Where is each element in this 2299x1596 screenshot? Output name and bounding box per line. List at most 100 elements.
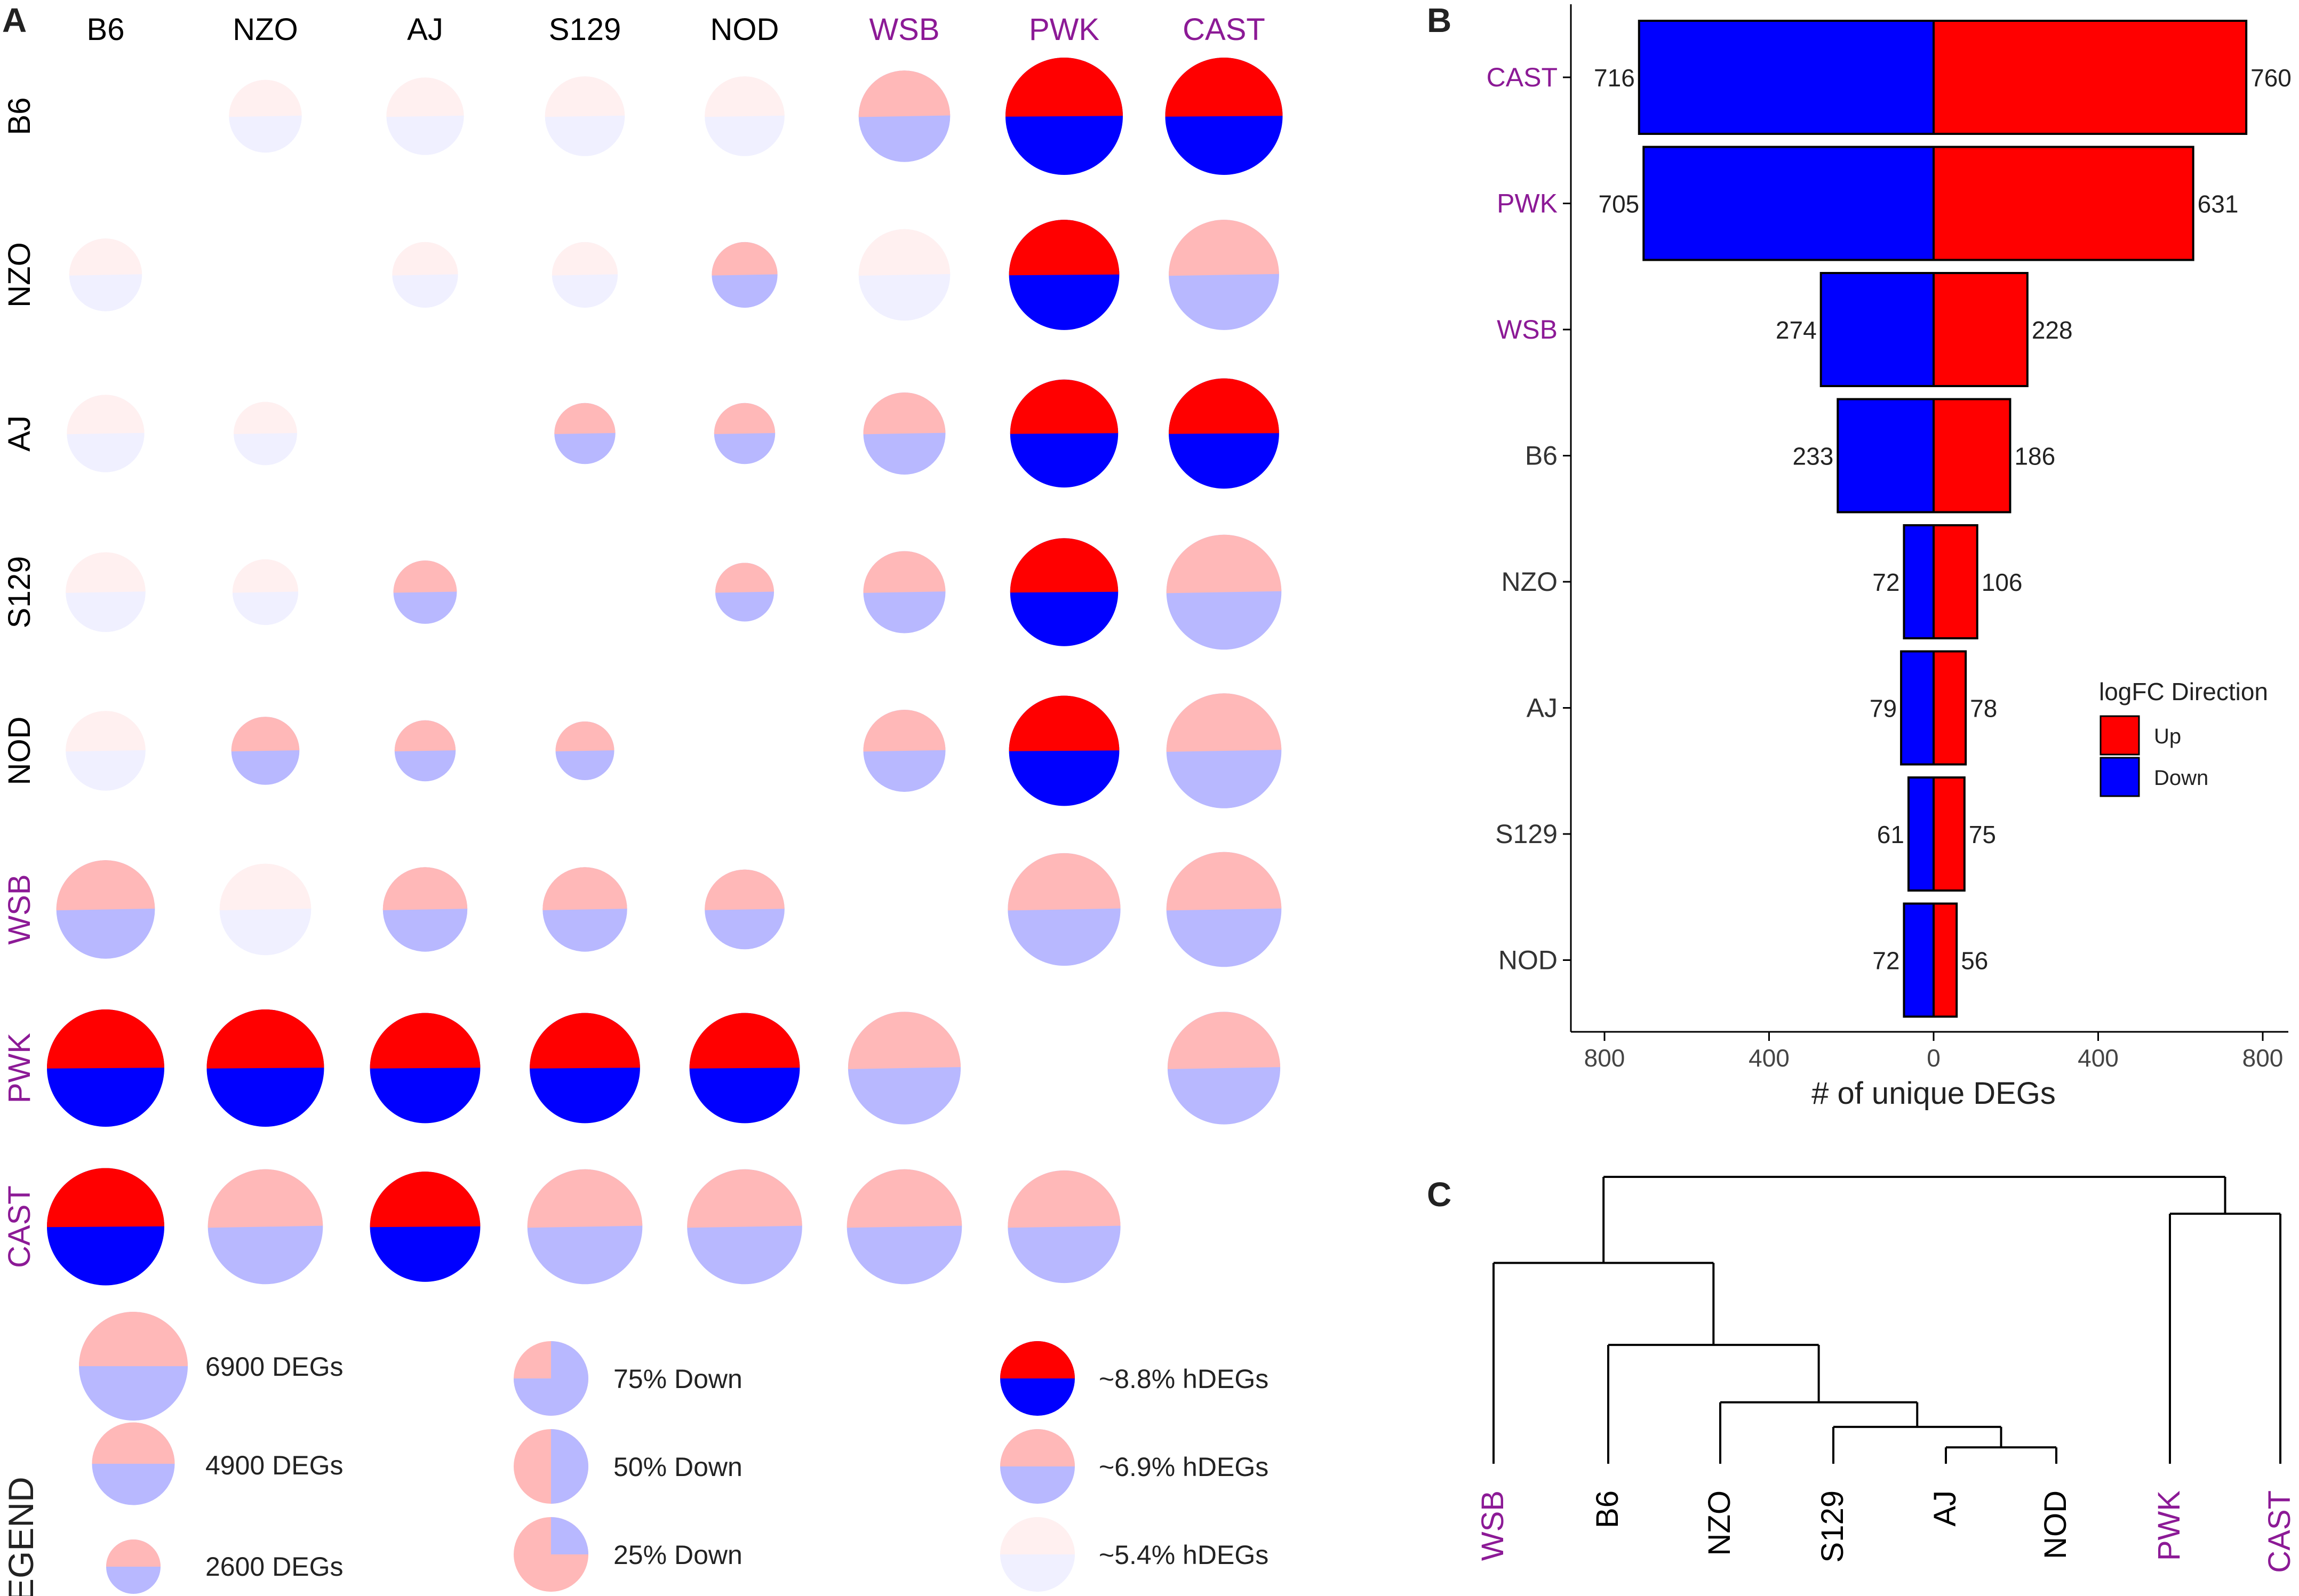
pie-cast-aj bbox=[370, 1172, 481, 1282]
bar-down-aj bbox=[1900, 650, 1935, 766]
bar-category-nzo: NZO bbox=[1501, 567, 1558, 597]
bar-down-s129 bbox=[1907, 776, 1935, 892]
pie-wsb-nod-up bbox=[705, 869, 785, 910]
pie-cast-s129 bbox=[527, 1169, 643, 1285]
dendro-leaf-wsb: WSB bbox=[1475, 1490, 1510, 1561]
bar-up-value-b6: 186 bbox=[2014, 443, 2055, 470]
pie-wsb-aj bbox=[382, 867, 468, 952]
pie-aj-cast-up bbox=[1169, 378, 1279, 434]
dendro-leaf-cast: CAST bbox=[2262, 1490, 2297, 1573]
panel-c-letter: C bbox=[1427, 1175, 1451, 1214]
bar-up-value-nzo: 106 bbox=[1982, 568, 2023, 596]
panel-a-letter: A bbox=[2, 1, 27, 39]
bar-x-tick-label: 800 bbox=[2242, 1044, 2284, 1072]
col-label-cast: CAST bbox=[1183, 12, 1265, 47]
pie-s129-b6 bbox=[66, 552, 146, 632]
dendro-leaf-b6: B6 bbox=[1590, 1490, 1625, 1528]
dendrogram bbox=[1492, 1176, 2281, 1464]
legend-hdeg-label-2: ~5.4% hDEGs bbox=[1099, 1540, 1268, 1570]
legend-size-label-2: 2600 DEGs bbox=[205, 1552, 343, 1582]
bar-x-tick-label: 0 bbox=[1927, 1044, 1941, 1072]
pie-wsb-b6 bbox=[56, 860, 155, 959]
bar-down-value-aj: 79 bbox=[1870, 695, 1897, 723]
pie-cast-wsb bbox=[847, 1169, 962, 1285]
pie-b6-nzo-up bbox=[229, 79, 302, 117]
col-label-s129: S129 bbox=[549, 12, 621, 47]
pie-nzo-aj-up bbox=[392, 242, 458, 276]
legend-direction-label-0: 75% Down bbox=[613, 1364, 743, 1394]
legend-size-pie-2 bbox=[106, 1539, 161, 1594]
legend-direction-label-2: 25% Down bbox=[613, 1540, 743, 1570]
pie-aj-nod bbox=[714, 403, 776, 464]
bar-legend-up-swatch bbox=[2100, 715, 2140, 756]
row-label-pwk: PWK bbox=[2, 1033, 37, 1103]
pie-aj-s129 bbox=[554, 403, 616, 464]
pie-aj-cast bbox=[1169, 378, 1279, 489]
pie-nzo-s129 bbox=[552, 242, 618, 308]
legend-hdeg-pie-2-up bbox=[1000, 1517, 1075, 1554]
row-label-cast: CAST bbox=[2, 1185, 37, 1268]
pie-wsb-nzo bbox=[219, 863, 312, 956]
pie-cast-b6-up bbox=[47, 1168, 164, 1228]
legend-hdeg-pie-0-up bbox=[1000, 1341, 1075, 1378]
pie-pwk-nod bbox=[689, 1013, 800, 1124]
pie-matrix bbox=[47, 57, 1283, 1286]
pie-s129-wsb bbox=[863, 551, 946, 633]
pie-nod-pwk-up bbox=[1009, 695, 1120, 751]
pie-aj-pwk-up bbox=[1010, 379, 1119, 434]
pie-aj-nzo bbox=[234, 402, 297, 466]
legend-direction-pie-1-down bbox=[551, 1429, 588, 1504]
col-label-wsb: WSB bbox=[869, 12, 939, 47]
pie-nzo-nod bbox=[712, 242, 778, 308]
bar-up-value-cast: 760 bbox=[2250, 64, 2292, 92]
pie-pwk-aj bbox=[370, 1013, 481, 1124]
row-label-wsb: WSB bbox=[2, 874, 37, 944]
pie-pwk-nod-up bbox=[689, 1013, 800, 1069]
pie-cast-s129-up bbox=[527, 1169, 643, 1228]
col-label-pwk: PWK bbox=[1029, 12, 1099, 47]
pie-cast-b6 bbox=[47, 1168, 164, 1286]
pie-nzo-wsb-up bbox=[858, 229, 951, 276]
bar-category-cast: CAST bbox=[1487, 62, 1558, 92]
legend-direction-pie-0 bbox=[514, 1341, 588, 1416]
bar-legend-title: logFC Direction bbox=[2099, 678, 2268, 705]
pie-aj-nod-up bbox=[714, 403, 776, 435]
pie-nzo-pwk bbox=[1009, 220, 1120, 330]
legend-size-pie-0-up bbox=[79, 1312, 188, 1366]
col-label-b6: B6 bbox=[87, 12, 125, 47]
pie-aj-b6-up bbox=[67, 395, 145, 435]
pie-nod-s129 bbox=[555, 721, 614, 780]
bar-x-tick-label: 400 bbox=[1749, 1044, 1790, 1072]
pie-nzo-nod-up bbox=[712, 242, 778, 276]
dendro-leaf-nod: NOD bbox=[2038, 1490, 2073, 1559]
bar-up-cast bbox=[1933, 20, 2248, 135]
pie-wsb-cast-up bbox=[1166, 852, 1282, 911]
pie-wsb-nzo-up bbox=[219, 863, 312, 911]
pie-wsb-nod bbox=[705, 869, 785, 950]
pie-nzo-aj bbox=[392, 242, 458, 308]
pie-pwk-s129-up bbox=[530, 1013, 640, 1069]
bar-chart-bars: CAST 716 760 PWK 705 631 WSB 274 228 B6 233 186 NZO 7… bbox=[1487, 20, 2292, 1018]
pie-pwk-nzo bbox=[206, 1009, 324, 1127]
pie-b6-s129-up bbox=[545, 76, 625, 117]
bar-down-cast bbox=[1638, 20, 1935, 135]
dendrogram-labels: WSB B6 NZO S129 AJ NOD PWK CAST bbox=[1475, 1490, 2297, 1573]
pie-nod-cast-up bbox=[1166, 693, 1282, 752]
panel-b: B CAST 716 760 PWK 705 631 WSB 274 228 B6 233 186 NZ… bbox=[1427, 1, 2292, 1111]
bar-down-value-nzo: 72 bbox=[1872, 568, 1899, 596]
legend-hdeg-pie-1 bbox=[1000, 1429, 1075, 1504]
legend-direction-label-1: 50% Down bbox=[613, 1452, 743, 1482]
pie-pwk-b6-up bbox=[47, 1009, 164, 1069]
pie-nod-aj bbox=[394, 720, 456, 782]
bar-category-nod: NOD bbox=[1498, 945, 1558, 975]
pie-s129-b6-up bbox=[66, 552, 146, 593]
bar-x-tick-label: 800 bbox=[1584, 1044, 1625, 1072]
pie-b6-nod-up bbox=[705, 76, 785, 117]
pie-wsb-b6-up bbox=[56, 860, 155, 911]
col-label-aj: AJ bbox=[407, 12, 443, 47]
pie-cast-pwk-up bbox=[1008, 1170, 1121, 1228]
bar-down-nzo bbox=[1903, 524, 1935, 639]
row-label-nzo: NZO bbox=[2, 242, 37, 307]
legend-direction-pie-1 bbox=[514, 1429, 588, 1504]
panel-a: A B6 NZO AJ S129 NOD WSB PWK CAST B6 NZO AJ S129 NO… bbox=[1, 1, 1283, 1596]
